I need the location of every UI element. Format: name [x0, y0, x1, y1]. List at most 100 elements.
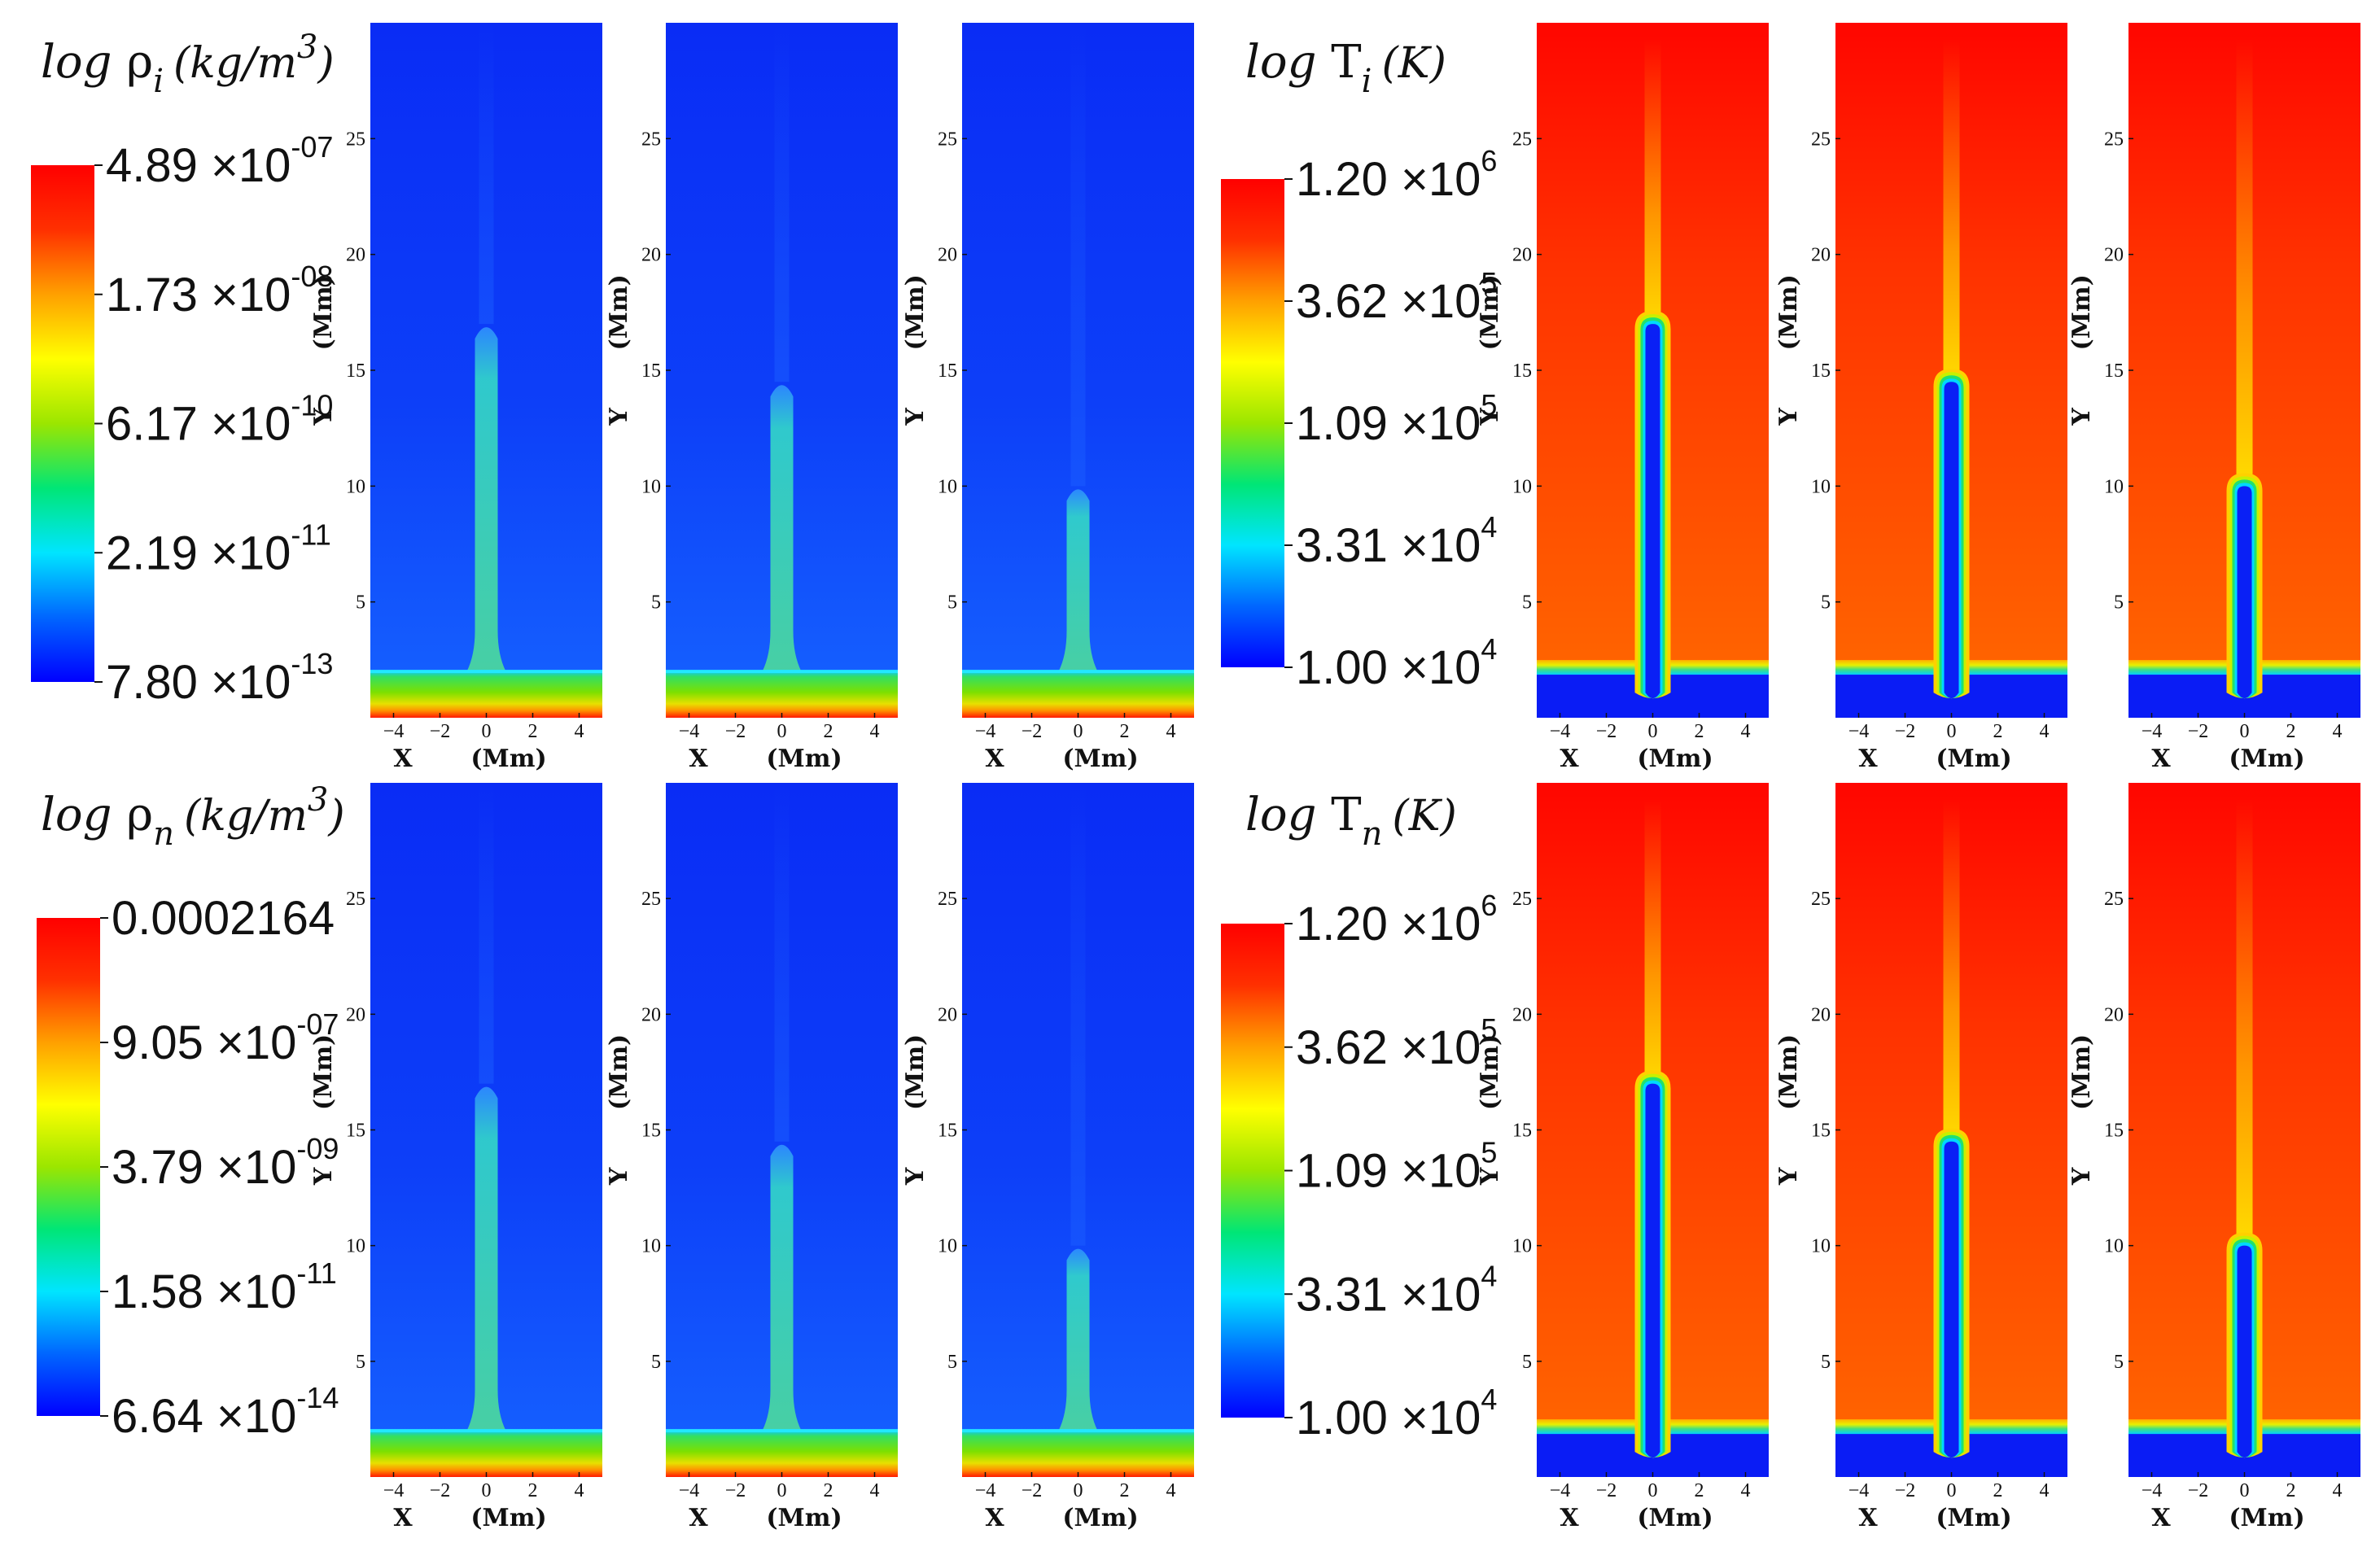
y-axis-unit: (Mm) — [309, 274, 338, 350]
colorbar-tick-label: 6.64 ×10-14 — [112, 1381, 339, 1443]
y-tick-label: 5 — [356, 592, 365, 614]
x-tick-label: 4 — [870, 721, 880, 742]
y-axis-label: Y — [2067, 1167, 2096, 1186]
y-tick-label: 25 — [1811, 129, 1831, 150]
y-axis-label: Y — [901, 408, 930, 426]
y-tick-label: 20 — [938, 1004, 957, 1025]
y-tick-label: 5 — [651, 1352, 661, 1373]
x-tick-label: −2 — [1596, 721, 1617, 742]
x-tick-label: −4 — [1848, 721, 1870, 742]
colorbar-tick-label: 1.20 ×106 — [1296, 889, 1497, 950]
colorbar-tick-label: 3.31 ×104 — [1296, 1259, 1497, 1321]
x-tick-label: −4 — [975, 721, 996, 742]
x-tick-label: 4 — [2333, 721, 2343, 742]
x-axis-label: X — [393, 1504, 413, 1532]
y-tick-label: 25 — [938, 889, 957, 910]
y-tick-label: 15 — [2104, 361, 2124, 382]
y-tick-label: 10 — [346, 476, 365, 497]
x-axis-label: X — [689, 1504, 708, 1532]
x-tick-label: 4 — [2040, 721, 2050, 742]
quantity-title-rho_i: log ρi (kg/m3) — [41, 28, 335, 100]
colorbar-tick-label: 9.05 ×10-07 — [112, 1007, 339, 1069]
colorbar-tick-label: 1.09 ×105 — [1296, 388, 1497, 450]
x-tick-label: 2 — [1993, 1480, 2003, 1501]
y-axis-label: Y — [605, 1167, 633, 1186]
x-tick-label: −4 — [1848, 1480, 1870, 1501]
y-tick-label: 15 — [1811, 361, 1831, 382]
y-tick-label: 20 — [1811, 245, 1831, 266]
y-tick-label: 25 — [641, 129, 661, 150]
colorbar-rho_i: 4.89 ×10-07 1.73 ×10-08 6.17 ×10-10 2.19 ×1… — [31, 130, 333, 709]
x-axis-label: X — [393, 745, 413, 773]
y-tick-label: 15 — [938, 1121, 957, 1142]
x-axis-unit: (Mm) — [1936, 1504, 2011, 1532]
y-tick-label: 20 — [938, 245, 957, 266]
temperature-panel-T_n-1: −4 −2 0 2 4 X (Mm) 5 10 15 20 25 Y (Mm) — [1476, 783, 1769, 1532]
y-axis-unit: (Mm) — [309, 1034, 338, 1110]
y-axis-label: Y — [1476, 1167, 1504, 1186]
y-axis-label: Y — [1774, 408, 1803, 426]
y-tick-label: 10 — [938, 476, 957, 497]
y-tick-label: 10 — [1811, 1236, 1831, 1257]
x-tick-label: −2 — [2188, 721, 2209, 742]
y-tick-label: 5 — [1821, 592, 1831, 614]
x-tick-label: 0 — [482, 1480, 492, 1501]
x-tick-label: 2 — [2286, 1480, 2296, 1501]
y-tick-label: 10 — [346, 1236, 365, 1257]
x-tick-label: 0 — [1947, 1480, 1957, 1501]
quantity-title-T_n: log Tn (K) — [1245, 789, 1457, 853]
y-tick-label: 20 — [1512, 245, 1532, 266]
x-axis-unit: (Mm) — [470, 745, 546, 773]
x-tick-label: 4 — [1166, 1480, 1176, 1501]
colorbar-tick-label: 6.17 ×10-10 — [106, 389, 333, 451]
y-tick-label: 20 — [641, 1004, 661, 1025]
y-tick-label: 20 — [1512, 1004, 1532, 1025]
temperature-panel-T_i-3: −4 −2 0 2 4 X (Mm) 5 10 15 20 25 Y (Mm) — [2067, 23, 2360, 773]
density-panel-rho_n-3: −4 −2 0 2 4 X (Mm) 5 10 15 20 25 Y (Mm) — [901, 783, 1194, 1532]
y-axis-label: Y — [309, 408, 338, 426]
x-tick-label: −2 — [1022, 1480, 1043, 1501]
colorbar-tick-label: 1.58 ×10-11 — [112, 1256, 337, 1318]
y-tick-label: 25 — [1512, 889, 1532, 910]
colorbar-tick-label: 3.31 ×104 — [1296, 510, 1497, 572]
x-tick-label: 0 — [2240, 721, 2250, 742]
y-tick-label: 5 — [2114, 592, 2124, 614]
x-tick-label: 2 — [528, 1480, 538, 1501]
colorbar-tick-label: 3.79 ×10-09 — [112, 1132, 339, 1194]
x-tick-label: −2 — [725, 1480, 746, 1501]
y-tick-label: 10 — [641, 476, 661, 497]
x-tick-label: 4 — [2333, 1480, 2343, 1501]
x-tick-label: 4 — [1741, 1480, 1751, 1501]
y-tick-label: 25 — [1811, 889, 1831, 910]
x-axis-label: X — [1858, 745, 1878, 773]
colorbar-tick-label: 3.62 ×105 — [1296, 266, 1497, 328]
colorbar-tick-label: 3.62 ×105 — [1296, 1012, 1497, 1074]
x-tick-label: −2 — [1596, 1480, 1617, 1501]
quantity-title-rho_n: log ρn (kg/m3) — [41, 781, 345, 853]
x-tick-label: −2 — [430, 1480, 451, 1501]
y-tick-label: 10 — [1512, 1236, 1532, 1257]
y-axis-label: Y — [605, 408, 633, 426]
y-tick-label: 5 — [356, 1352, 365, 1373]
y-tick-label: 15 — [641, 1121, 661, 1142]
x-tick-label: −4 — [975, 1480, 996, 1501]
y-tick-label: 25 — [2104, 129, 2124, 150]
x-tick-label: 2 — [824, 1480, 833, 1501]
y-tick-label: 10 — [938, 1236, 957, 1257]
y-tick-label: 5 — [2114, 1352, 2124, 1373]
colorbar-tick-label: 1.00 ×104 — [1296, 632, 1497, 694]
y-tick-label: 15 — [346, 1121, 365, 1142]
x-tick-label: −2 — [2188, 1480, 2209, 1501]
y-tick-label: 5 — [947, 592, 957, 614]
colorbar-tick-label: 1.73 ×10-08 — [106, 260, 333, 321]
temperature-panel-T_n-3: −4 −2 0 2 4 X (Mm) 5 10 15 20 25 Y (Mm) — [2067, 783, 2360, 1532]
x-tick-label: 4 — [575, 721, 584, 742]
y-axis-unit: (Mm) — [1774, 1034, 1803, 1110]
x-axis-label: X — [985, 1504, 1004, 1532]
y-tick-label: 20 — [346, 1004, 365, 1025]
density-panel-rho_n-2: −4 −2 0 2 4 X (Mm) 5 10 15 20 25 Y (Mm) — [605, 783, 898, 1532]
y-tick-label: 15 — [1512, 1121, 1532, 1142]
x-tick-label: 0 — [1947, 721, 1957, 742]
colorbar-T_n: 1.20 ×106 3.62 ×105 1.09 ×105 3.31 ×104 1.00… — [1221, 889, 1497, 1444]
